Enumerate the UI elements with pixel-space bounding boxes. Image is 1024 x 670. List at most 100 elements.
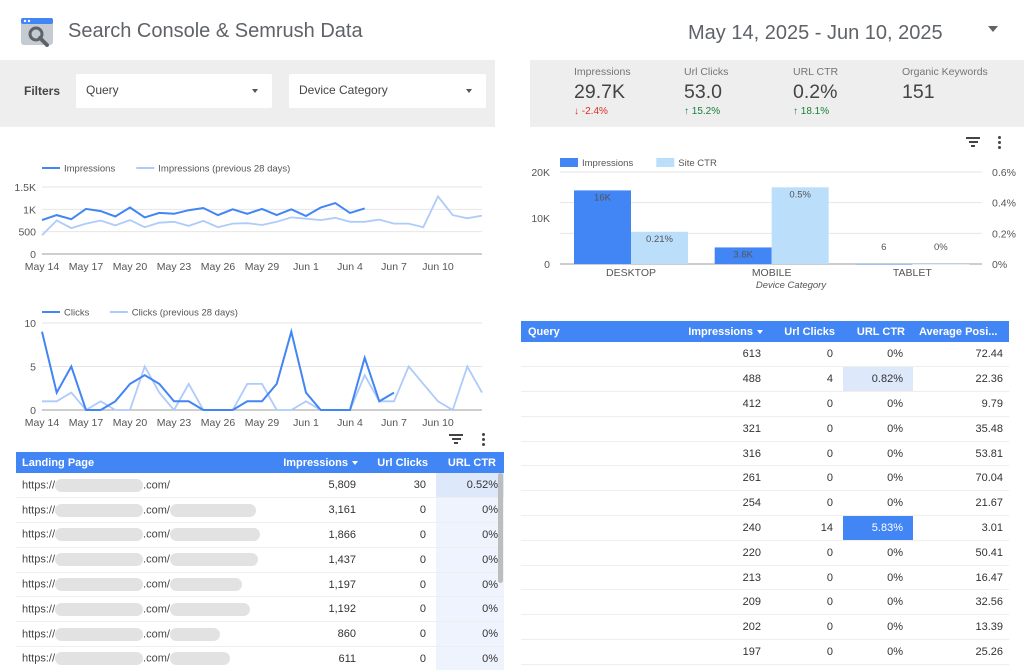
x-tick-label: May 17: [69, 261, 104, 273]
table-row[interactable]: https://.com/1,437 0 0%: [16, 547, 504, 573]
table-row[interactable]: https://.com/5,809 30 0.52%: [16, 473, 504, 499]
redacted-text: [55, 478, 144, 492]
legend-swatch: [656, 158, 675, 167]
query-cell[interactable]: [521, 342, 671, 368]
table-row[interactable]: 202 0 0% 13.39: [521, 614, 1009, 641]
column-header-url-ctr[interactable]: URL CTR: [436, 452, 504, 473]
landing-page-url[interactable]: https://.com/: [16, 547, 266, 573]
impressions-cell: 613: [671, 342, 771, 368]
kpi-change: ↑ 18.1%: [793, 106, 838, 117]
column-header-impressions[interactable]: Impressions: [266, 452, 366, 473]
kpi-label: URL CTR: [793, 66, 839, 78]
filters-label: Filters: [24, 84, 61, 98]
table-row[interactable]: 254 0 0% 21.67: [521, 490, 1009, 517]
query-filter-dropdown[interactable]: Query: [76, 74, 272, 108]
column-header-impressions[interactable]: Impressions: [671, 321, 771, 342]
url-clicks-cell: 0: [366, 646, 436, 670]
table-row[interactable]: 261 0 0% 70.04: [521, 465, 1009, 492]
table-row[interactable]: 240 14 5.83% 3.01: [521, 515, 1009, 541]
column-header-url-clicks[interactable]: Url Clicks: [771, 321, 843, 342]
url-clicks-cell: 0: [771, 416, 843, 442]
table-row[interactable]: 220 0 0% 50.41: [521, 540, 1009, 566]
table-row[interactable]: 488 4 0.82% 22.36: [521, 366, 1009, 393]
more-options-icon[interactable]: [996, 136, 1002, 151]
landing-page-url[interactable]: https://.com/: [16, 646, 266, 670]
table-row[interactable]: 412 0 0% 9.79: [521, 391, 1009, 417]
query-cell[interactable]: [521, 565, 671, 591]
kpi-impressions: Impressions 29.7K ↓ -2.4%: [574, 66, 631, 117]
date-range-picker[interactable]: May 14, 2025 - Jun 10, 2025: [688, 22, 943, 44]
landing-page-url[interactable]: https://.com/: [16, 621, 266, 648]
query-cell[interactable]: [521, 515, 671, 541]
arrow-up-icon: ↑: [684, 106, 689, 117]
sort-descending-icon[interactable]: [352, 460, 358, 465]
impressions-cell: 209: [671, 589, 771, 616]
table-row[interactable]: https://.com/611 0 0%: [16, 646, 504, 670]
landing-page-url[interactable]: https://.com/: [16, 596, 266, 623]
table-row[interactable]: https://.com/1,197 0 0%: [16, 572, 504, 598]
redacted-text: [169, 503, 256, 517]
table-scrollbar[interactable]: [498, 473, 503, 583]
url-ctr-cell: 0%: [843, 540, 913, 566]
impressions-cell: 240: [671, 515, 771, 541]
landing-page-url[interactable]: https://.com/: [16, 522, 266, 548]
query-cell[interactable]: [521, 540, 671, 566]
date-range-caret-icon[interactable]: [988, 26, 998, 32]
filter-icon[interactable]: [449, 434, 463, 446]
chevron-down-icon: [252, 89, 258, 93]
url-ctr-cell: 0.82%: [843, 366, 913, 393]
table-row[interactable]: https://.com/860 0 0%: [16, 621, 504, 648]
column-header-average-position[interactable]: Average Posi...: [913, 321, 1009, 342]
sort-descending-icon[interactable]: [757, 329, 763, 334]
query-cell[interactable]: [521, 366, 671, 393]
landing-page-url[interactable]: https://.com/: [16, 497, 266, 524]
x-category-label: DESKTOP: [606, 267, 656, 279]
average-position-cell: 50.41: [913, 540, 1009, 566]
column-header-url-ctr[interactable]: URL CTR: [843, 321, 913, 342]
url-clicks-cell: 0: [366, 596, 436, 623]
landing-page-url[interactable]: https://.com/: [16, 473, 266, 499]
url-clicks-cell: 4: [771, 366, 843, 393]
column-header-landing-page[interactable]: Landing Page: [16, 452, 266, 473]
landing-page-url[interactable]: https://.com/: [16, 572, 266, 598]
y-tick-label: 500: [18, 227, 36, 239]
average-position-cell: 3.01: [913, 515, 1009, 541]
table-row[interactable]: https://.com/3,161 0 0%: [16, 497, 504, 524]
redacted-text: [55, 528, 144, 542]
legend-swatch: [560, 158, 578, 167]
table-row[interactable]: 321 0 0% 35.48: [521, 416, 1009, 442]
kpi-change-value: 18.1%: [800, 106, 830, 117]
y-right-tick-label: 0%: [992, 259, 1007, 271]
x-axis-title: Device Category: [756, 280, 827, 290]
table-row[interactable]: 197 0 0% 25.26: [521, 639, 1009, 665]
kpi-value: 0.2%: [793, 81, 838, 103]
data-label: 0%: [934, 242, 948, 253]
column-header-query[interactable]: Query: [521, 321, 671, 342]
redacted-text: [55, 553, 144, 567]
query-cell[interactable]: [521, 465, 671, 492]
table-row[interactable]: 613 0 0% 72.44: [521, 342, 1009, 368]
table-row[interactable]: 316 0 0% 53.81: [521, 441, 1009, 467]
url-clicks-cell: 0: [771, 465, 843, 492]
more-options-icon[interactable]: [480, 433, 486, 448]
column-header-url-clicks[interactable]: Url Clicks: [366, 452, 436, 473]
table-row[interactable]: https://.com/1,192 0 0%: [16, 596, 504, 623]
table-row[interactable]: https://.com/1,866 0 0%: [16, 522, 504, 548]
filter-icon[interactable]: [966, 137, 980, 149]
average-position-cell: 25.26: [913, 639, 1009, 665]
device-filter-dropdown[interactable]: Device Category: [289, 74, 486, 108]
average-position-cell: 72.44: [913, 342, 1009, 368]
query-cell[interactable]: [521, 589, 671, 616]
average-position-cell: 70.04: [913, 465, 1009, 492]
query-cell[interactable]: [521, 490, 671, 517]
query-cell[interactable]: [521, 441, 671, 467]
query-cell[interactable]: [521, 391, 671, 417]
table-row[interactable]: 209 0 0% 32.56: [521, 589, 1009, 616]
query-cell[interactable]: [521, 416, 671, 442]
url-ctr-cell: 0%: [436, 522, 504, 548]
table-row[interactable]: 213 0 0% 16.47: [521, 565, 1009, 591]
legend-label: Impressions: [64, 164, 115, 175]
page-title: Search Console & Semrush Data: [68, 20, 363, 42]
query-cell[interactable]: [521, 639, 671, 665]
query-cell[interactable]: [521, 614, 671, 641]
